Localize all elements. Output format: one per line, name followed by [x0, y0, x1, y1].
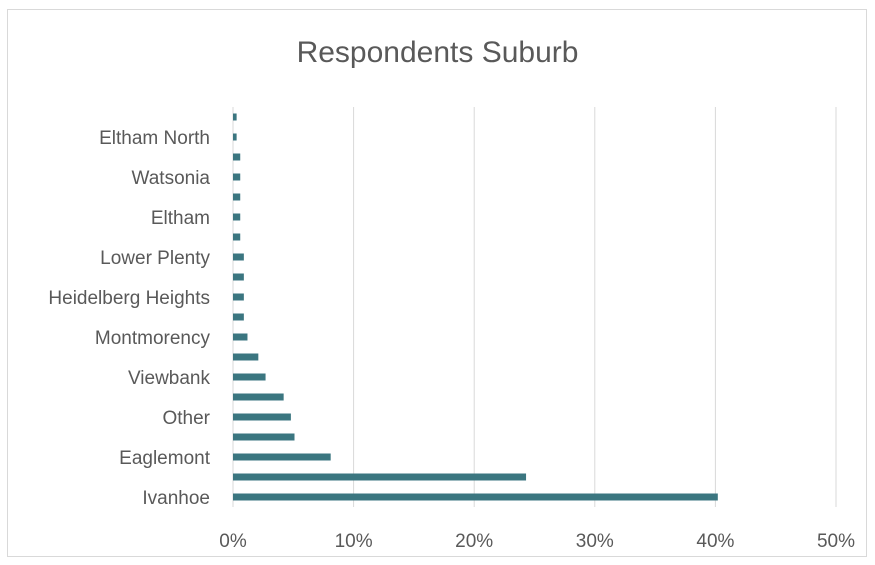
y-tick-label: Other	[162, 408, 210, 429]
x-tick-label: 0%	[219, 531, 247, 552]
y-tick-label: Montmorency	[95, 328, 211, 349]
x-tick-label: 30%	[576, 531, 614, 552]
bar	[233, 233, 241, 241]
bar	[233, 493, 718, 501]
y-tick-label: Eltham North	[99, 128, 210, 149]
bar	[233, 153, 241, 161]
gridlines	[232, 107, 837, 507]
bar	[233, 393, 284, 401]
y-tick-label: Heidelberg Heights	[48, 288, 210, 309]
bar	[233, 433, 295, 441]
x-tick-label: 40%	[696, 531, 734, 552]
y-axis-labels: Ivanhoe Eaglemont Other Viewbank Montmorency…	[48, 128, 210, 509]
y-tick-label: Viewbank	[128, 368, 211, 389]
bar	[233, 173, 241, 181]
chart-frame	[7, 9, 867, 557]
y-tick-label: Watsonia	[132, 168, 211, 189]
bars	[233, 113, 718, 501]
bar	[233, 473, 527, 481]
y-tick-label: Eltham	[151, 208, 210, 229]
bar	[233, 293, 244, 301]
x-tick-label: 50%	[817, 531, 855, 552]
bar	[233, 333, 248, 341]
y-tick-label: Lower Plenty	[100, 248, 210, 269]
bar	[233, 273, 244, 281]
bar	[233, 353, 259, 361]
bar	[233, 193, 241, 201]
bar	[233, 413, 291, 421]
x-axis-labels: 0% 10% 20% 30% 40% 50%	[219, 531, 855, 552]
y-tick-label: Eaglemont	[119, 448, 211, 469]
bar	[233, 373, 266, 381]
x-tick-label: 20%	[455, 531, 493, 552]
bar	[233, 113, 237, 121]
chart-title: Respondents Suburb	[296, 36, 579, 69]
bar	[233, 313, 244, 321]
y-tick-label: Ivanhoe	[142, 488, 210, 509]
bar	[233, 253, 244, 261]
x-tick-label: 10%	[335, 531, 373, 552]
bar	[233, 133, 237, 141]
bar	[233, 453, 331, 461]
bar	[233, 213, 241, 221]
